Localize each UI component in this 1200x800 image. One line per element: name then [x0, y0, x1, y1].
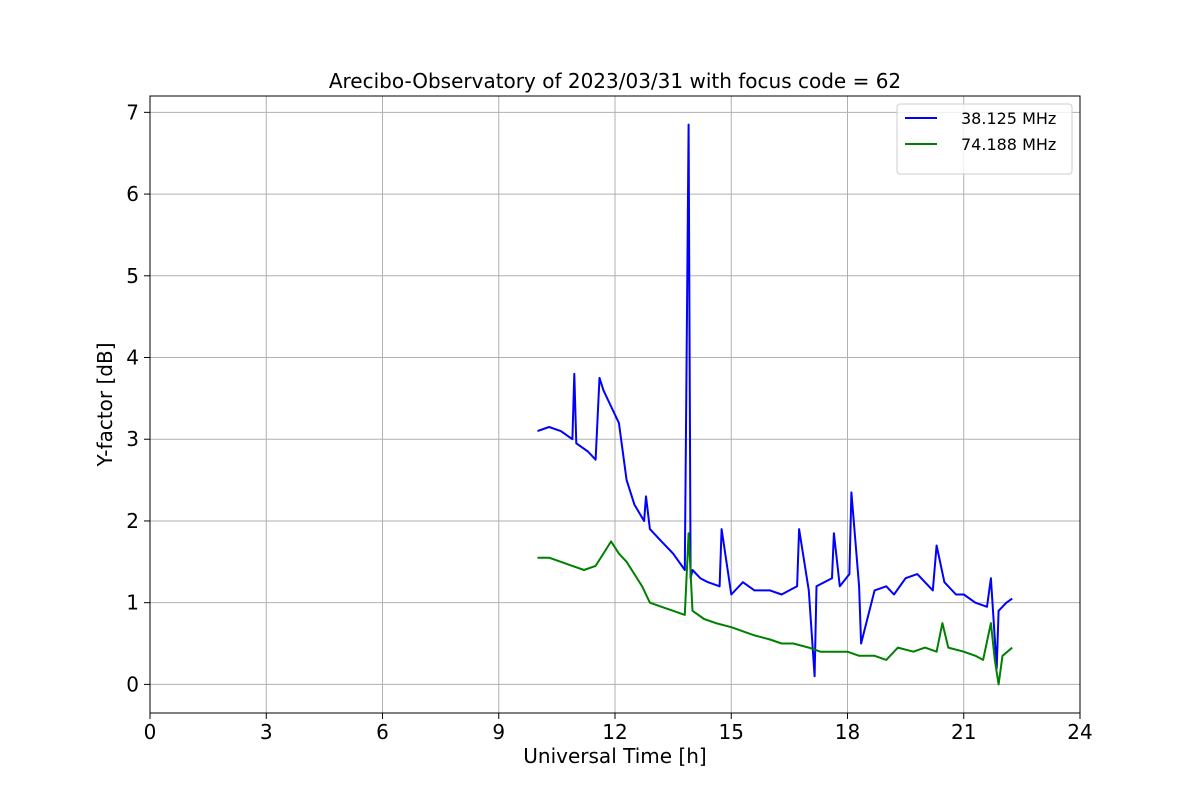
- y-tick-label: 2: [126, 509, 139, 533]
- y-tick-label: 4: [126, 346, 139, 370]
- x-tick-label: 21: [951, 720, 976, 744]
- y-tick-label: 3: [126, 427, 139, 451]
- y-axis-label: Y-factor [dB]: [93, 342, 117, 467]
- chart-title: Arecibo-Observatory of 2023/03/31 with f…: [329, 69, 901, 93]
- x-tick-label: 12: [602, 720, 627, 744]
- x-tick-label: 6: [376, 720, 389, 744]
- x-axis-label: Universal Time [h]: [523, 744, 706, 768]
- y-tick-label: 7: [126, 100, 139, 124]
- y-tick-label: 5: [126, 264, 139, 288]
- series-line-2: [537, 532, 1013, 686]
- legend-box: [896, 103, 1073, 175]
- series-line-1: [537, 123, 1013, 678]
- y-tick-label: 0: [126, 672, 139, 696]
- x-tick-label: 0: [144, 720, 157, 744]
- legend: 38.125 MHz 74.188 MHz: [896, 103, 1073, 175]
- y-tick-label: 6: [126, 182, 139, 206]
- legend-label: 38.125 MHz: [961, 109, 1056, 128]
- x-tick-label: 15: [719, 720, 744, 744]
- series-lines: [537, 123, 1013, 686]
- x-tick-label: 9: [492, 720, 505, 744]
- legend-label: 74.188 MHz: [961, 135, 1056, 154]
- y-tick-label: 1: [126, 591, 139, 615]
- x-tick-label: 18: [835, 720, 860, 744]
- x-tick-label: 24: [1067, 720, 1092, 744]
- x-tick-label: 3: [260, 720, 273, 744]
